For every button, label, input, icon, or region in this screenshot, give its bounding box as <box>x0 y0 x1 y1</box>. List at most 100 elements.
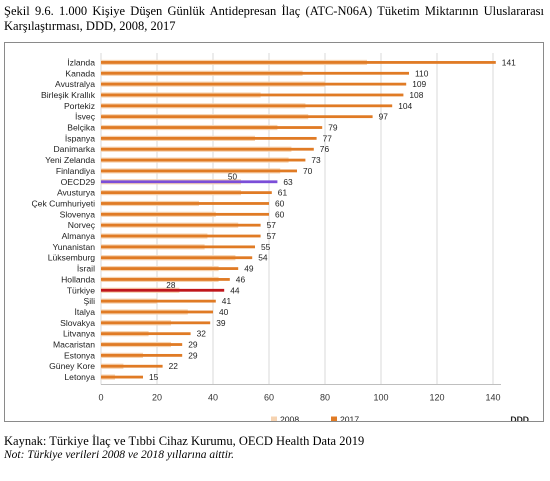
bar-2017 <box>101 299 216 303</box>
category-label: İspanya <box>65 133 95 143</box>
category-label: Avusturya <box>57 188 95 198</box>
value-label: 70 <box>303 166 313 176</box>
value-label: 60 <box>275 209 285 219</box>
category-label: Şili <box>84 296 96 306</box>
tick-label: 40 <box>208 393 218 403</box>
category-label: İsveç <box>75 112 96 122</box>
tick-label: 120 <box>429 393 444 403</box>
value-label: 39 <box>216 318 226 328</box>
category-label: Letonya <box>64 372 95 382</box>
bar-2017 <box>101 245 255 249</box>
bar-2017 <box>101 234 261 238</box>
value-label: 57 <box>267 220 277 230</box>
bar-2017 <box>101 126 323 129</box>
category-label: OECD29 <box>61 177 96 187</box>
value-label: 79 <box>328 123 338 133</box>
category-label: Finlandiya <box>56 166 95 176</box>
value-label: 108 <box>409 90 423 100</box>
chart-frame: İzlanda 141 Kanada 110 Avustralya 109 Birleşik… <box>4 42 544 422</box>
tick-label: 60 <box>264 393 274 403</box>
bar-2017 <box>101 169 297 173</box>
category-label: Almanya <box>62 231 96 241</box>
tick-label: 0 <box>98 393 103 403</box>
bar-2017 <box>101 256 253 260</box>
category-label: Norveç <box>68 220 96 230</box>
legend-label: 2008 <box>280 415 299 422</box>
bar-2017 <box>101 180 278 184</box>
bar-2017 <box>101 375 143 379</box>
bar-2017 <box>101 202 269 205</box>
legend-swatch <box>331 416 337 421</box>
category-label: İsrail <box>77 264 95 274</box>
category-label: Türkiye <box>67 285 95 295</box>
bar-2017 <box>101 158 306 162</box>
category-label: Belçika <box>67 123 95 133</box>
category-label: Hollanda <box>61 274 95 284</box>
category-label: Portekiz <box>64 101 95 111</box>
bar-2017 <box>101 343 183 346</box>
legend-swatch <box>271 416 277 421</box>
bar-2017 <box>101 288 225 292</box>
value-label: 32 <box>197 329 207 339</box>
category-label: Güney Kore <box>49 361 95 371</box>
value-label: 97 <box>379 112 389 122</box>
category-label: Yeni Zelanda <box>45 155 95 165</box>
category-label: Lüksemburg <box>48 253 96 263</box>
value-label: 40 <box>219 307 229 317</box>
tick-label: 140 <box>485 393 500 403</box>
category-label: İtalya <box>74 307 95 317</box>
tick-label: 80 <box>320 393 330 403</box>
value-label: 46 <box>236 274 246 284</box>
value-label: 49 <box>244 264 254 274</box>
category-label: Kanada <box>65 68 95 78</box>
bar-2017 <box>101 147 314 151</box>
value-label: 54 <box>258 253 268 263</box>
value-label: 57 <box>267 231 277 241</box>
category-label: Slovenya <box>60 209 96 219</box>
bar-2017 <box>101 364 163 368</box>
value-label: 41 <box>222 296 232 306</box>
bar-2017 <box>101 321 211 325</box>
value-label: 109 <box>412 79 426 89</box>
source-line: Kaynak: Türkiye İlaç ve Tıbbi Cihaz Kuru… <box>4 434 365 448</box>
legend-label: 2017 <box>340 415 359 422</box>
figure-caption: Şekil 9.6. 1.000 Kişiye Düşen Günlük Ant… <box>4 4 544 33</box>
bar-2017 <box>101 332 191 336</box>
value-label: 55 <box>261 242 271 252</box>
category-label: Birleşik Krallık <box>41 90 96 100</box>
value-label: 76 <box>320 144 330 154</box>
category-label: Litvanya <box>63 329 95 339</box>
bar-chart: İzlanda 141 Kanada 110 Avustralya 109 Birleşik… <box>31 53 529 422</box>
value-label: 77 <box>323 133 333 143</box>
value-label: 61 <box>278 188 288 198</box>
note-line: Not: Türkiye verileri 2008 ve 2018 yılla… <box>4 449 234 461</box>
category-label: İzlanda <box>67 57 95 67</box>
category-label: Yunanistan <box>52 242 95 252</box>
value-label: 15 <box>149 372 159 382</box>
value-label: 104 <box>398 101 412 111</box>
tick-label: 100 <box>373 393 388 403</box>
bar-2017 <box>101 191 272 195</box>
category-label: Danimarka <box>53 144 95 154</box>
bar-2017 <box>101 136 317 140</box>
bar-2017 <box>101 223 261 227</box>
bar-2017 <box>101 310 213 314</box>
value-label: 141 <box>502 57 516 67</box>
bar-2017 <box>101 104 393 108</box>
tick-label: 20 <box>152 393 162 403</box>
bar-2017 <box>101 212 269 216</box>
category-label: Avustralya <box>55 79 95 89</box>
value-label-2008: 28 <box>166 281 176 290</box>
bar-2017 <box>101 61 496 64</box>
value-label: 29 <box>188 340 198 350</box>
value-label: 110 <box>415 68 429 78</box>
category-label: Estonya <box>64 350 95 360</box>
bar-2017 <box>101 278 230 281</box>
bar-2017 <box>101 353 183 357</box>
category-label: Çek Cumhuriyeti <box>31 198 95 208</box>
value-label: 44 <box>230 285 240 295</box>
bar-2017 <box>101 71 409 75</box>
category-label: Slovakya <box>60 318 95 328</box>
value-label: 73 <box>311 155 321 165</box>
bar-2017 <box>101 115 373 119</box>
